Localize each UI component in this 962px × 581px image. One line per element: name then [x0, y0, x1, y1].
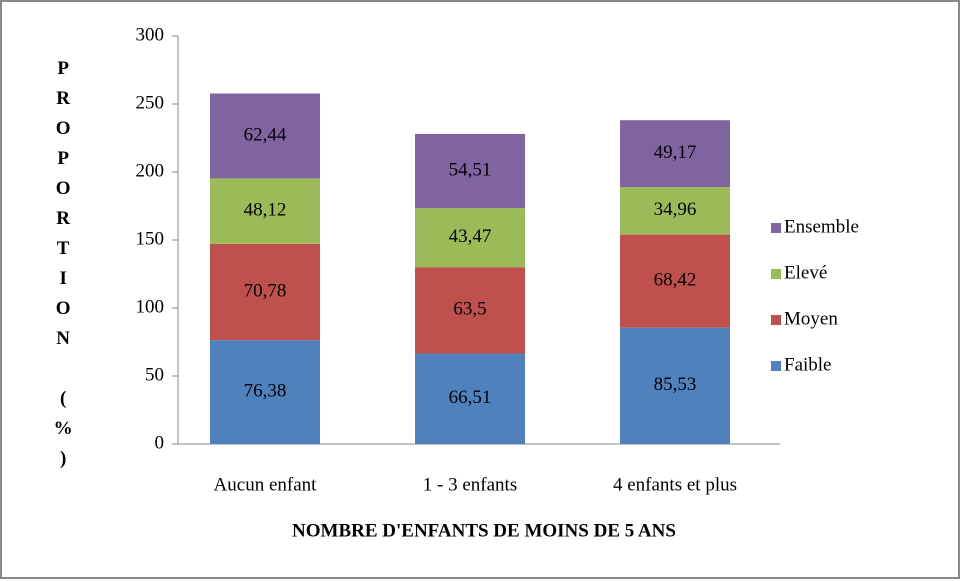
y-tick-label: 200 [136, 160, 165, 181]
y-tick-label: 0 [155, 432, 165, 453]
data-label: 76,38 [244, 380, 287, 401]
bar-segment [415, 208, 525, 268]
data-label: 68,42 [654, 270, 697, 291]
data-label: 49,17 [654, 142, 697, 163]
y-tick-label: 300 [136, 24, 165, 45]
data-label: 63,5 [453, 299, 486, 320]
legend-label: Moyen [784, 308, 838, 329]
legend-label: Faible [784, 354, 832, 375]
legend-label: Elevé [784, 262, 827, 283]
bar-segment [415, 133, 525, 209]
legend-swatch [771, 223, 781, 233]
data-label: 54,51 [449, 159, 492, 180]
x-tick-label: Aucun enfant [214, 474, 318, 495]
x-tick-label: 1 - 3 enfants [423, 474, 517, 495]
legend-label: Ensemble [784, 216, 859, 237]
x-axis-label: NOMBRE D'ENFANTS DE MOINS DE 5 ANS [292, 520, 676, 541]
data-label: 48,12 [244, 200, 287, 221]
bar-segment [620, 187, 730, 235]
data-label: 43,47 [449, 226, 492, 247]
y-tick-label: 50 [145, 364, 164, 385]
bar-segment [620, 234, 730, 328]
bar-segment [210, 178, 320, 244]
y-tick-label: 150 [136, 228, 165, 249]
data-label: 62,44 [244, 124, 287, 145]
y-tick-label: 100 [136, 296, 165, 317]
legend-swatch [771, 269, 781, 279]
bar-segment [210, 93, 320, 179]
data-label: 34,96 [654, 199, 697, 220]
bar-segment [620, 327, 730, 444]
y-tick-label: 250 [136, 92, 165, 113]
data-label: 66,51 [449, 387, 492, 408]
bar-segment [620, 120, 730, 188]
bar-segment [210, 340, 320, 444]
x-tick-label: 4 enfants et plus [613, 474, 737, 495]
y-axis-label: PROPORTION (%) [53, 58, 74, 478]
data-label: 70,78 [244, 280, 287, 301]
data-label: 85,53 [654, 374, 697, 395]
legend-swatch [771, 315, 781, 325]
bar-segment [415, 267, 525, 354]
legend-swatch [771, 361, 781, 371]
bar-segment [210, 243, 320, 341]
bar-segment [415, 353, 525, 444]
